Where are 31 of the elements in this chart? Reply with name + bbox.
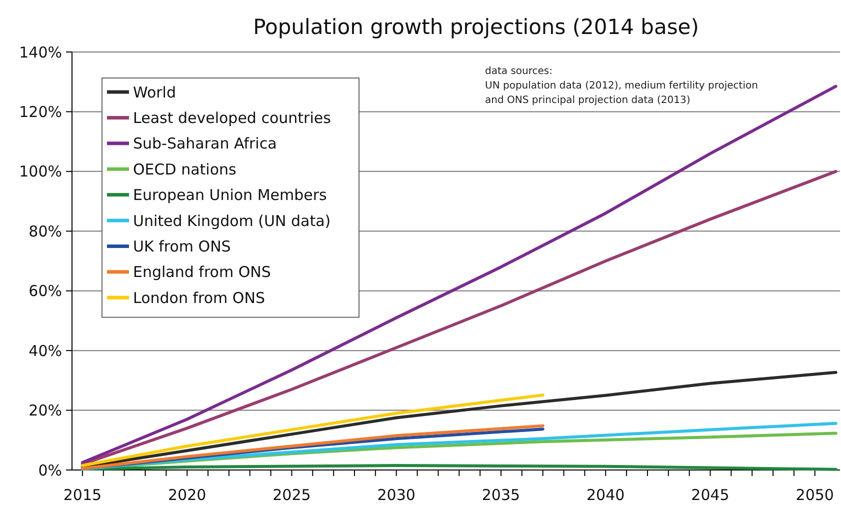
legend-label: Sub-Saharan Africa: [133, 134, 277, 153]
x-tick-label: 2025: [272, 486, 311, 504]
line-series: [80, 370, 838, 469]
x-tick-label: 2020: [168, 486, 206, 504]
x-tick-label: 2035: [482, 486, 520, 504]
y-tick-label: 60%: [28, 282, 62, 300]
legend-label: United Kingdom (UN data): [133, 212, 331, 230]
chart-title: Population growth projections (2014 base): [253, 15, 699, 39]
y-tick-label: 140%: [19, 43, 62, 62]
x-tick-label: 2015: [63, 486, 102, 504]
y-tick-label: 20%: [28, 402, 62, 420]
legend-label: OECD nations: [133, 160, 237, 178]
legend-label: Least developed countries: [133, 108, 332, 127]
y-tick-label: 0%: [38, 461, 62, 480]
line-series: [80, 394, 544, 468]
x-tick-label: 2045: [691, 486, 730, 504]
annotation: UN population data (2012), medium fertility projection: [485, 80, 758, 92]
x-tick-label: 2050: [796, 486, 834, 504]
annotation: data sources:: [485, 66, 552, 77]
legend-label: World: [133, 83, 176, 102]
y-tick-label: 120%: [19, 102, 62, 121]
x-tick-label: 2030: [377, 486, 416, 504]
legend-label: UK from ONS: [133, 237, 231, 256]
legend-label: England from ONS: [133, 263, 271, 282]
x-tick-label: 2040: [586, 486, 625, 504]
y-tick-label: 40%: [28, 342, 62, 360]
legend-label: European Union Members: [133, 186, 328, 204]
legend-label: London from ONS: [133, 288, 265, 307]
y-tick-label: 80%: [28, 222, 62, 240]
y-tick-label: 100%: [19, 162, 62, 181]
annotation: and ONS principal projection data (2013): [485, 95, 690, 106]
